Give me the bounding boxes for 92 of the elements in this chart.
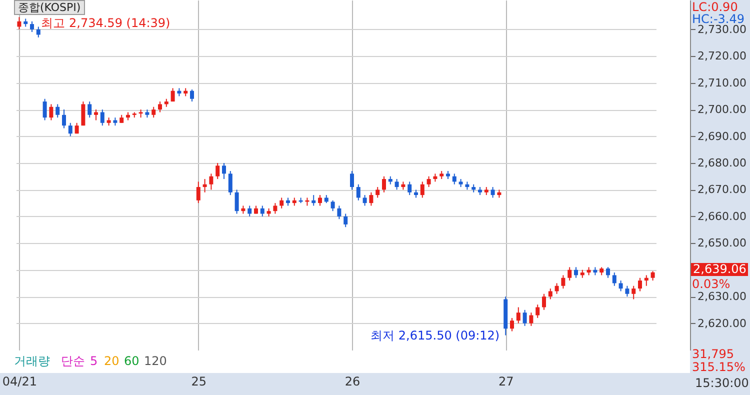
- text: 거래량: [14, 354, 50, 368]
- candlestick: [260, 205, 264, 217]
- candlestick: [568, 266, 572, 282]
- candlestick: [376, 186, 380, 198]
- candlestick: [618, 280, 623, 292]
- candlestick: [606, 266, 610, 278]
- text: 5: [90, 354, 98, 368]
- text: 20: [104, 354, 120, 368]
- candlestick: [554, 282, 559, 294]
- candlestick: [202, 178, 207, 193]
- candlestick: [350, 170, 354, 190]
- y-tick-label: 2,690.00: [698, 130, 746, 143]
- candlestick: [330, 200, 335, 212]
- chart-title: 종합(KOSPI): [14, 0, 85, 15]
- candlestick: [382, 176, 386, 193]
- x-tick-label: 04/21: [2, 374, 37, 388]
- text: LC:0.90: [692, 0, 738, 14]
- candlestick: [152, 106, 156, 118]
- text: 31,795: [692, 347, 734, 361]
- text: 315.15%: [692, 360, 746, 374]
- candlestick: [190, 89, 194, 102]
- candlestick: [574, 266, 578, 278]
- candlestick: [17, 16, 22, 30]
- text: 단순: [61, 354, 85, 368]
- candlestick: [632, 285, 636, 300]
- y-tick-label: 2,660.00: [698, 210, 746, 223]
- x-tick-label: 26: [344, 374, 360, 388]
- text: 2,639.06: [691, 262, 748, 276]
- candlestick: [209, 173, 214, 190]
- candlestick: [30, 20, 34, 33]
- candlestick: [318, 194, 322, 206]
- candlestick: [408, 181, 412, 196]
- candlestick: [273, 202, 278, 214]
- candlestick: [510, 317, 514, 332]
- candlestick: [356, 184, 360, 201]
- candlestick: [248, 205, 252, 217]
- candlestick: [228, 170, 232, 196]
- candlestick: [94, 109, 98, 121]
- candlestick: [49, 104, 54, 121]
- candlestick: [394, 178, 399, 190]
- candlestick: [280, 197, 284, 209]
- candlestick: [516, 306, 520, 324]
- candlestick: [312, 194, 316, 206]
- candlestick: [612, 272, 616, 286]
- candlestick: [362, 194, 367, 206]
- text: 60: [124, 354, 140, 368]
- candlestick: [536, 304, 540, 318]
- candlestick: [222, 162, 226, 180]
- candlestick: [522, 309, 527, 326]
- candlestick: [62, 109, 66, 129]
- candlestick: [490, 186, 495, 198]
- candlestick: [452, 173, 456, 185]
- candlestick: [638, 277, 642, 292]
- text: 120: [144, 354, 167, 368]
- candlestick: [36, 26, 40, 38]
- y-tick-label: 2,720.00: [698, 50, 746, 63]
- candlestick: [548, 288, 552, 300]
- candlestick: [650, 270, 655, 282]
- text: 15:30:00: [695, 376, 749, 390]
- candlestick: [42, 98, 47, 121]
- y-tick-label: 2,710.00: [698, 76, 746, 90]
- candlestick: [644, 274, 648, 286]
- candlestick: [561, 274, 566, 290]
- candlestick: [170, 88, 175, 102]
- candlestick: [420, 181, 424, 198]
- candlestick: [216, 162, 220, 180]
- annotation: 최고 2,734.59 (14:39): [41, 16, 170, 30]
- candlestick: [81, 101, 86, 126]
- candlestick: [337, 205, 342, 220]
- candlestick: [56, 104, 60, 118]
- candlestick: [625, 285, 630, 298]
- y-tick-label: 2,650.00: [698, 236, 746, 250]
- candlestick: [529, 312, 534, 326]
- y-tick-label: 2,680.00: [698, 156, 746, 170]
- text: 0.03%: [692, 277, 730, 291]
- y-tick-label: 2,700.00: [698, 103, 746, 116]
- y-tick-label: 2,620.00: [698, 316, 746, 330]
- y-tick-label: 2,630.00: [698, 290, 746, 304]
- candlestick: [68, 122, 72, 137]
- candlestick: [100, 109, 104, 126]
- y-tick-label: 2,670.00: [698, 183, 746, 196]
- x-tick-label: 25: [191, 374, 207, 388]
- annotation: 최저 2,615.50 (09:12): [370, 328, 500, 342]
- candlestick: [426, 176, 431, 188]
- candlestick: [88, 101, 92, 118]
- candlestick: [344, 213, 348, 228]
- candlestick: [158, 101, 162, 113]
- candlestick: [234, 189, 239, 214]
- candlestick: [369, 192, 374, 206]
- x-tick-label: 27: [498, 374, 514, 388]
- candlestick: [542, 293, 546, 310]
- candlestick: [196, 181, 200, 204]
